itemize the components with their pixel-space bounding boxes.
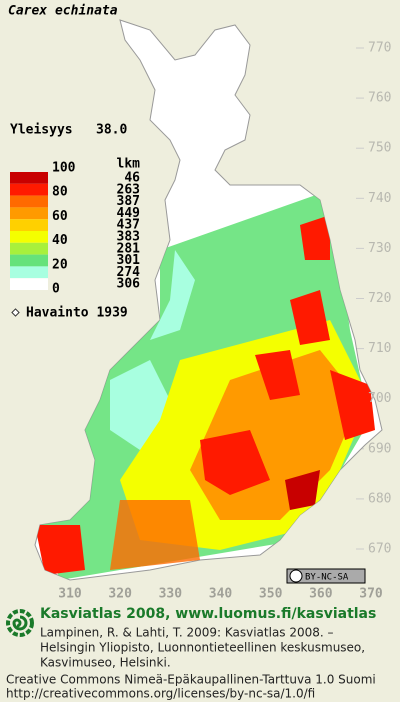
- legend-scale-label: 40: [52, 233, 68, 248]
- distribution: [35, 190, 375, 580]
- patch: [110, 500, 200, 570]
- legend-swatch: [10, 172, 48, 184]
- legend-swatch: [10, 278, 48, 290]
- northing-label: 670: [368, 542, 391, 557]
- easting-label: 360: [309, 587, 333, 602]
- legend-scale-label: 100: [52, 161, 76, 176]
- logo: [6, 609, 34, 637]
- patch: [290, 290, 330, 345]
- legend-swatch: [10, 266, 48, 279]
- patch: [285, 470, 320, 510]
- patch: [150, 250, 195, 340]
- northing-label: 720: [368, 291, 391, 306]
- legend-swatch: [10, 242, 48, 255]
- legend-count: 301: [117, 253, 141, 268]
- citation-line: Kasvimuseo, Helsinki.: [40, 656, 171, 670]
- badge-text: BY-NC-SA: [305, 573, 349, 583]
- patch: [255, 350, 300, 400]
- license-line: Creative Commons Nimeä-Epäkaupallinen-Ta…: [6, 673, 376, 687]
- citation-line: Helsingin Yliopisto, Luonnontieteellinen…: [40, 641, 365, 655]
- legend-scale-label: 0: [52, 282, 60, 297]
- legend-scale-label: 20: [52, 257, 68, 272]
- species-title: Carex echinata: [8, 4, 118, 19]
- frequency-value: 38.0: [96, 123, 127, 138]
- observation-marker: [11, 308, 20, 317]
- legend-scale-label: 80: [52, 185, 68, 200]
- patch: [300, 215, 330, 260]
- legend-count: 387: [117, 194, 140, 209]
- northing-label: 690: [368, 441, 391, 456]
- footer-heading: Kasviatlas 2008, www.luomus.fi/kasviatla…: [40, 606, 376, 622]
- legend-count: 383: [117, 230, 140, 245]
- observation-label: Havainto 1939: [26, 306, 128, 321]
- license-line: http://creativecommons.org/licenses/by-n…: [6, 687, 315, 701]
- legend-count: 281: [117, 241, 141, 256]
- legend-swatch: [10, 195, 48, 208]
- legend-swatch: [10, 254, 48, 267]
- license-badge: BY-NC-SA: [286, 568, 366, 584]
- easting-label: 350: [259, 587, 283, 602]
- northing-label: 770: [368, 41, 391, 56]
- patch: [200, 430, 270, 495]
- legend-swatch: [10, 219, 48, 231]
- northing-label: 740: [368, 191, 391, 206]
- count-header: lkm: [117, 157, 141, 172]
- northing-label: 710: [368, 341, 391, 356]
- patch: [35, 525, 85, 575]
- legend-count: 306: [117, 277, 141, 292]
- northing-label: 680: [368, 491, 391, 506]
- legend-swatch: [10, 183, 48, 196]
- northing-label: 760: [368, 91, 391, 106]
- northing-label: 700: [368, 391, 391, 406]
- easting-label: 310: [58, 587, 82, 602]
- easting-label: 330: [159, 587, 183, 602]
- easting-label: 340: [209, 587, 233, 602]
- legend: lkm Havainto 1939 4626338744943738328130…: [10, 157, 140, 321]
- easting-label: 370: [359, 587, 383, 602]
- citation-line: Lampinen, R. & Lahti, T. 2009: Kasviatla…: [40, 626, 334, 640]
- frequency-label: Yleisyys: [10, 123, 73, 138]
- easting-label: 320: [108, 587, 132, 602]
- badge-box: [286, 568, 366, 584]
- legend-count: 437: [117, 218, 140, 233]
- patch: [330, 370, 375, 440]
- legend-count: 46: [124, 171, 140, 186]
- legend-scale-label: 60: [52, 209, 68, 224]
- northing-label: 750: [368, 141, 391, 156]
- cc-icon: [289, 569, 303, 583]
- legend-count: 263: [117, 182, 140, 197]
- northing-label: 730: [368, 241, 391, 256]
- legend-count: 449: [117, 206, 140, 221]
- logo-ring: [6, 609, 34, 637]
- legend-swatch: [10, 231, 48, 243]
- legend-swatch: [10, 207, 48, 220]
- legend-count: 274: [117, 265, 141, 280]
- logo-spiral: [12, 615, 28, 631]
